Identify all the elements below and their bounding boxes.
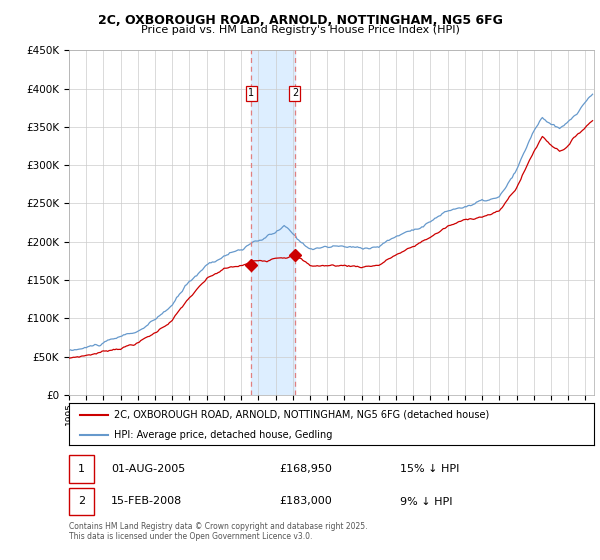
Bar	[251, 50, 295, 395]
Text: 1: 1	[248, 88, 254, 99]
Bar	[69, 455, 94, 483]
Text: 9% ↓ HPI: 9% ↓ HPI	[400, 497, 452, 506]
Text: £183,000: £183,000	[279, 497, 332, 506]
Text: 2C, OXBOROUGH ROAD, ARNOLD, NOTTINGHAM, NG5 6FG (detached house): 2C, OXBOROUGH ROAD, ARNOLD, NOTTINGHAM, …	[113, 410, 489, 420]
Text: 15-FEB-2008: 15-FEB-2008	[111, 497, 182, 506]
Text: 15% ↓ HPI: 15% ↓ HPI	[400, 464, 459, 474]
Bar	[69, 488, 94, 515]
Text: 2: 2	[78, 497, 85, 506]
Text: Price paid vs. HM Land Registry's House Price Index (HPI): Price paid vs. HM Land Registry's House …	[140, 25, 460, 35]
Text: 2C, OXBOROUGH ROAD, ARNOLD, NOTTINGHAM, NG5 6FG: 2C, OXBOROUGH ROAD, ARNOLD, NOTTINGHAM, …	[98, 14, 502, 27]
Text: HPI: Average price, detached house, Gedling: HPI: Average price, detached house, Gedl…	[113, 430, 332, 440]
Text: £168,950: £168,950	[279, 464, 332, 474]
Text: Contains HM Land Registry data © Crown copyright and database right 2025.
This d: Contains HM Land Registry data © Crown c…	[69, 522, 367, 542]
Text: 01-AUG-2005: 01-AUG-2005	[111, 464, 185, 474]
Text: 1: 1	[78, 464, 85, 474]
Text: 2: 2	[292, 88, 298, 99]
